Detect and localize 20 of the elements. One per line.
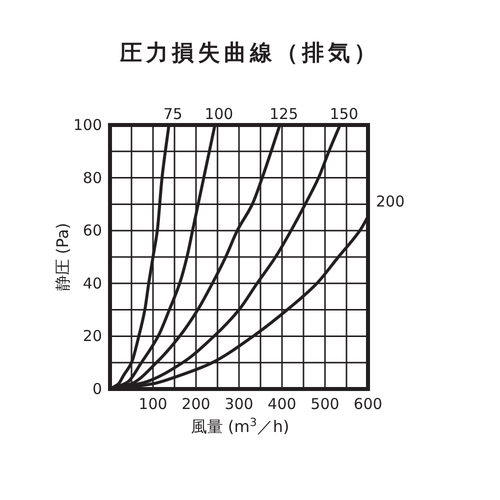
series-label: 75: [163, 105, 182, 123]
x-tick-label: 600: [354, 395, 382, 413]
x-tick-label: 400: [268, 395, 296, 413]
y-tick-label: 100: [73, 116, 102, 134]
x-axis-title: 風量 (m$^{3}$／h): [190, 416, 290, 436]
x-tick-label: 100: [138, 395, 168, 413]
series-label: 150: [330, 105, 358, 123]
series-label: 200: [376, 192, 405, 211]
y-tick-label: 20: [82, 327, 102, 346]
y-axis-title: 静圧 (Pa): [53, 222, 72, 292]
series-label: 100: [204, 105, 234, 123]
y-tick-label: 60: [82, 222, 102, 240]
x-tick-label: 300: [224, 395, 254, 413]
series-label: 125: [270, 105, 298, 123]
x-tick-label: 200: [182, 395, 210, 413]
x-tick-label: 500: [310, 395, 340, 413]
chart-title: 圧力損失曲線（排気）: [119, 41, 380, 66]
y-tick-label: 40: [82, 274, 102, 292]
y-tick-label: 80: [82, 168, 102, 187]
y-tick-label: 0: [92, 380, 102, 398]
